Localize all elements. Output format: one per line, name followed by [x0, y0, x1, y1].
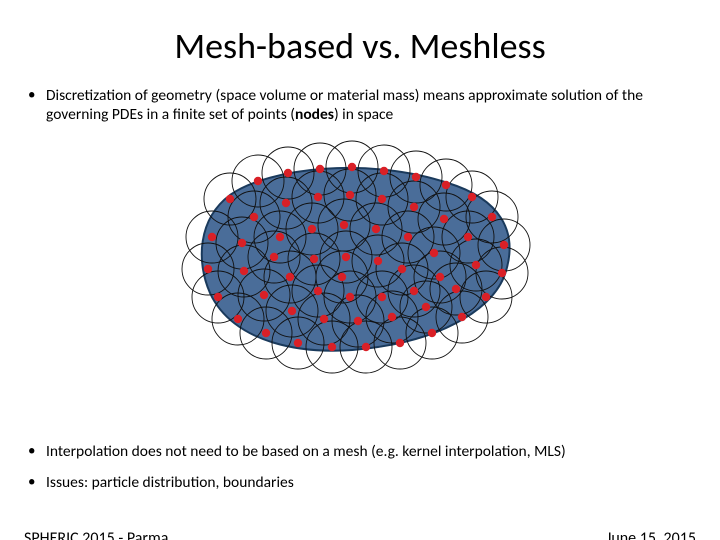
bullet-interpolation: Interpolation does not need to be based … — [28, 442, 692, 461]
bullet1-text-c: ) in space — [334, 105, 393, 124]
top-bullets: Discretization of geometry (space volume… — [0, 86, 720, 125]
bullet-issues: Issues: particle distribution, boundarie… — [28, 473, 692, 492]
bullet1-text-b: nodes — [295, 105, 334, 124]
footer-left: SPHERIC 2015 - Parma — [24, 529, 168, 540]
footer: SPHERIC 2015 - Parma June 15, 2015 — [0, 529, 720, 540]
bullet-discretization: Discretization of geometry (space volume… — [28, 86, 692, 125]
footer-right: June 15, 2015 — [606, 529, 696, 540]
slide: Mesh-based vs. Meshless Discretization o… — [0, 24, 720, 540]
bottom-bullets: Interpolation does not need to be based … — [0, 442, 720, 493]
figure-container — [0, 137, 720, 377]
slide-title: Mesh-based vs. Meshless — [0, 24, 720, 68]
meshless-figure — [170, 137, 550, 377]
